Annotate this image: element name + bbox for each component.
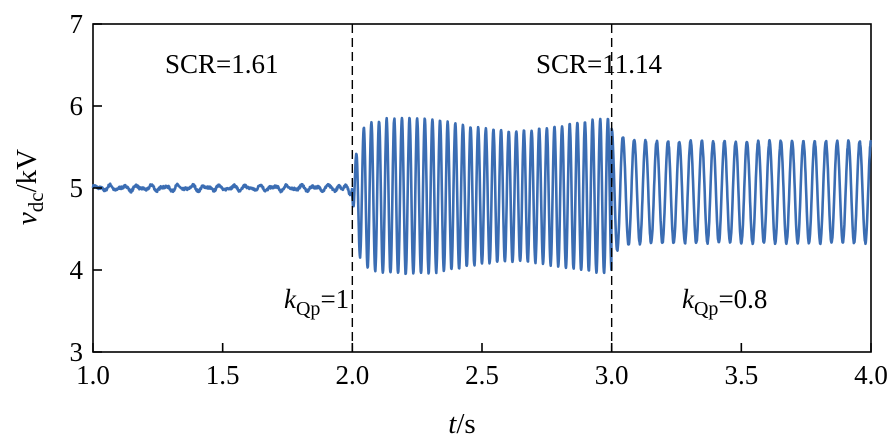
- y-tick-label: 5: [70, 173, 84, 203]
- signal-series: [91, 116, 872, 276]
- vertical-markers: [351, 24, 613, 352]
- kqp-2-rest: =0.8: [718, 284, 767, 314]
- y-axis-title-sub: dc: [24, 192, 48, 212]
- x-axis-title: t/s: [448, 408, 475, 438]
- plot-area: 1.0 1.5 2.0 2.5 3.0 3.5 4.0 3 4 5 6 7: [70, 9, 888, 390]
- kqp-1-rest: =1: [320, 284, 349, 314]
- annotation-kqp-1: kQp=1: [284, 284, 349, 320]
- x-ticks: 1.0 1.5 2.0 2.5 3.0 3.5 4.0: [76, 343, 888, 390]
- vdc-line: [91, 116, 872, 276]
- kqp-2-k: k: [682, 284, 695, 314]
- x-tick-label: 2.0: [335, 360, 369, 390]
- x-tick-label: 3.5: [724, 360, 758, 390]
- y-tick-label: 6: [70, 91, 84, 121]
- y-axis-title: vdc/kV: [11, 149, 48, 225]
- y-axis-title-var: v: [11, 212, 43, 225]
- x-tick-label: 3.0: [595, 360, 629, 390]
- kqp-2-sub: Qp: [694, 298, 718, 320]
- annotation-kqp-2: kQp=0.8: [682, 284, 767, 320]
- y-axis-title-unit: /kV: [11, 149, 43, 193]
- kqp-1-k: k: [284, 284, 297, 314]
- x-tick-label: 4.0: [854, 360, 888, 390]
- y-ticks: 3 4 5 6 7: [70, 9, 102, 367]
- x-tick-label: 1.5: [206, 360, 240, 390]
- x-tick-label: 2.5: [465, 360, 499, 390]
- x-tick-label: 1.0: [76, 360, 110, 390]
- x-axis-title-unit: /s: [456, 408, 475, 438]
- y-tick-label: 4: [70, 255, 84, 285]
- kqp-1-sub: Qp: [296, 298, 320, 320]
- x-axis-title-var: t: [448, 408, 457, 438]
- annotation-scr-2: SCR=11.14: [536, 49, 663, 79]
- y-tick-label: 7: [70, 9, 84, 39]
- annotation-scr-1: SCR=1.61: [165, 49, 279, 79]
- y-tick-label: 3: [70, 337, 84, 367]
